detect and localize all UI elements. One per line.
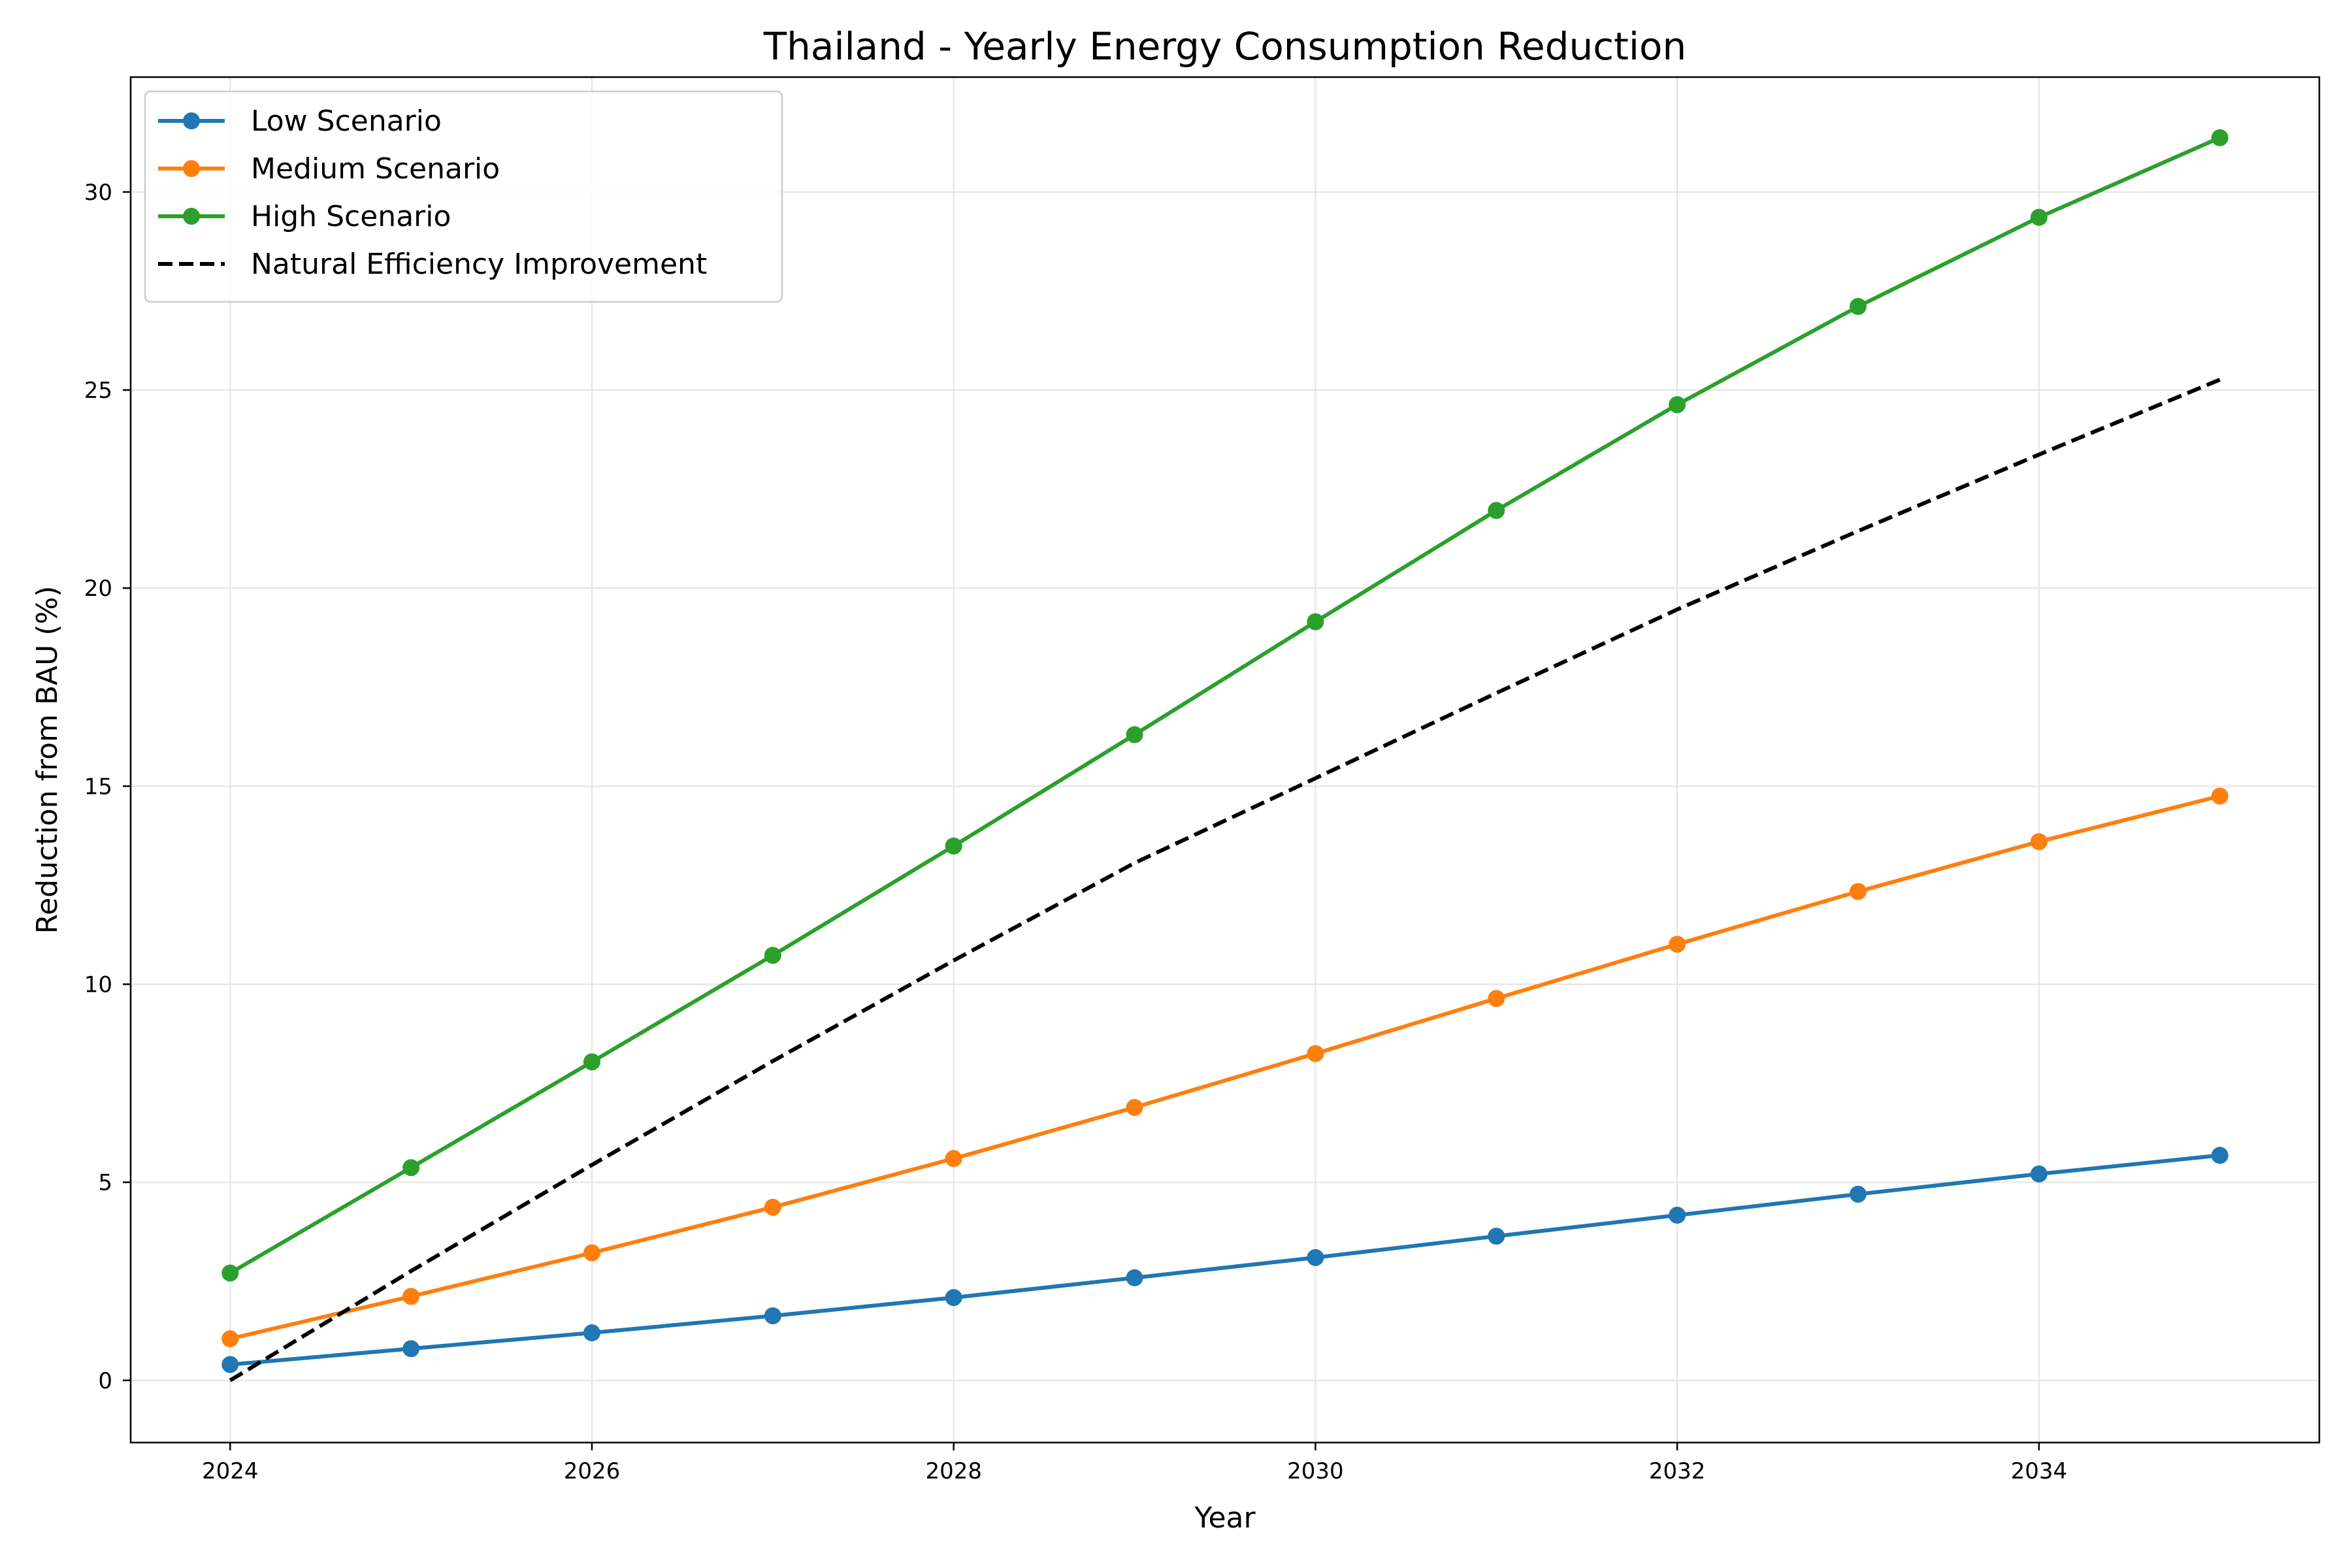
data-point-low-scenario [1669, 1206, 1686, 1224]
data-point-low-scenario [1488, 1228, 1505, 1245]
data-point-high-scenario [1669, 396, 1686, 414]
legend-box [144, 90, 783, 303]
x-tick-label: 2032 [1649, 1458, 1706, 1484]
x-tick-label: 2030 [1287, 1458, 1344, 1484]
data-point-medium-scenario [1488, 990, 1505, 1007]
data-point-high-scenario [402, 1159, 420, 1177]
data-point-high-scenario [1850, 298, 1867, 316]
x-tick-label: 2034 [2011, 1458, 2068, 1484]
series-medium-scenario [221, 787, 2229, 1348]
data-point-medium-scenario [2211, 787, 2229, 805]
data-point-medium-scenario [1669, 936, 1686, 953]
data-point-high-scenario [583, 1053, 600, 1071]
data-point-high-scenario [221, 1264, 239, 1282]
legend-marker-low-scenario [183, 112, 200, 129]
series-natural-efficiency-improvement [229, 378, 2221, 1382]
data-point-medium-scenario [583, 1244, 600, 1262]
data-point-low-scenario [2211, 1147, 2229, 1164]
data-point-high-scenario [1488, 502, 1505, 519]
x-tick-label: 2026 [564, 1458, 621, 1484]
data-point-medium-scenario [1307, 1045, 1324, 1062]
grid-lines [131, 77, 2319, 1443]
data-point-low-scenario [2030, 1165, 2048, 1183]
data-point-medium-scenario [764, 1198, 781, 1216]
data-point-low-scenario [583, 1324, 600, 1342]
data-point-high-scenario [764, 947, 781, 964]
data-point-medium-scenario [402, 1288, 420, 1305]
legend-label-high-scenario: High Scenario [251, 200, 451, 233]
y-tick-label: 25 [84, 378, 112, 404]
series-line-natural-efficiency-improvement [229, 378, 2221, 1382]
chart-title: Thailand - Yearly Energy Consumption Red… [763, 24, 1687, 69]
axis-ticks: 2024 2026 2028 2030 2032 2034 0 5 10 15 20 25 30 [84, 180, 2067, 1484]
y-tick-label: 15 [84, 774, 112, 800]
data-point-medium-scenario [2030, 833, 2048, 851]
data-point-low-scenario [764, 1307, 781, 1324]
series-lines [221, 129, 2229, 1382]
data-point-medium-scenario [221, 1330, 239, 1348]
legend-label-medium-scenario: Medium Scenario [251, 152, 500, 186]
data-point-low-scenario [945, 1289, 962, 1307]
data-point-low-scenario [402, 1340, 420, 1358]
x-tick-label: 2028 [925, 1458, 982, 1484]
series-high-scenario [221, 129, 2229, 1282]
series-line-low-scenario [230, 1153, 2221, 1367]
data-point-medium-scenario [945, 1150, 962, 1168]
data-point-low-scenario [1126, 1269, 1143, 1286]
series-low-scenario [221, 1147, 2229, 1373]
data-point-medium-scenario [1126, 1099, 1143, 1117]
data-point-low-scenario [1850, 1185, 1867, 1203]
legend-label-low-scenario: Low Scenario [251, 105, 442, 138]
y-tick-label: 20 [84, 576, 112, 602]
legend-marker-medium-scenario [183, 160, 200, 177]
y-axis-title: Reduction from BAU (%) [31, 586, 64, 934]
x-axis-title: Year [1194, 1501, 1256, 1535]
data-point-high-scenario [2211, 129, 2229, 146]
series-line-medium-scenario [229, 794, 2221, 1341]
data-point-low-scenario [1307, 1249, 1324, 1266]
series-line-high-scenario [229, 136, 2221, 1275]
legend: Low Scenario Medium Scenario High Scenario… [144, 90, 783, 303]
data-point-medium-scenario [1850, 883, 1867, 900]
legend-label-natural-efficiency-improvement: Natural Efficiency Improvement [251, 248, 707, 281]
plot-area-frame [129, 76, 2321, 1444]
data-point-high-scenario [1126, 726, 1143, 743]
data-point-high-scenario [1307, 613, 1324, 630]
y-tick-label: 30 [84, 180, 112, 206]
y-tick-label: 10 [84, 972, 112, 998]
y-tick-label: 0 [98, 1368, 112, 1394]
data-point-high-scenario [2030, 208, 2048, 226]
data-point-high-scenario [945, 837, 962, 855]
legend-marker-high-scenario [183, 208, 200, 225]
y-tick-label: 5 [98, 1170, 112, 1196]
x-tick-label: 2024 [202, 1458, 259, 1484]
data-point-low-scenario [221, 1356, 239, 1373]
